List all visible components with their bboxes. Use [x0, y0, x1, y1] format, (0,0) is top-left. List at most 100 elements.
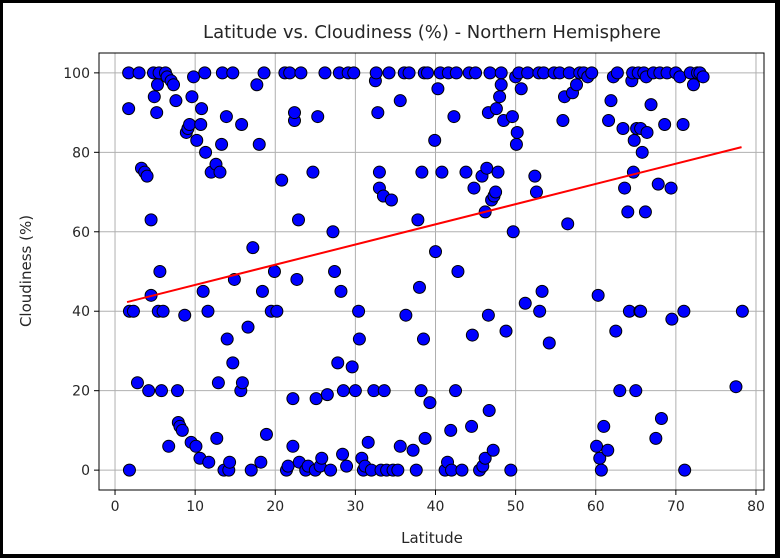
data-point — [382, 66, 396, 80]
x-tick-label: 20 — [266, 499, 284, 515]
data-point — [494, 66, 508, 80]
data-point — [250, 78, 264, 92]
data-point — [178, 308, 192, 322]
data-point — [189, 439, 203, 453]
data-point — [352, 332, 366, 346]
data-point — [590, 439, 604, 453]
data-point — [535, 284, 549, 298]
data-point — [132, 66, 146, 80]
x-tick-label: 40 — [427, 499, 445, 515]
data-point — [162, 439, 176, 453]
data-point — [735, 304, 749, 318]
data-point — [480, 161, 494, 175]
data-point — [202, 455, 216, 469]
data-point — [283, 66, 297, 80]
chart-title: Latitude vs. Cloudiness (%) - Northern H… — [203, 22, 661, 43]
data-point — [618, 181, 632, 195]
data-point — [585, 66, 599, 80]
data-point — [627, 133, 641, 147]
data-point — [570, 78, 584, 92]
data-point — [533, 304, 547, 318]
data-point — [286, 439, 300, 453]
data-point — [504, 463, 518, 477]
data-point — [493, 90, 507, 104]
data-point — [369, 66, 383, 80]
data-point — [223, 455, 237, 469]
y-tick-label: 80 — [72, 145, 90, 161]
data-point — [347, 66, 361, 80]
data-point — [638, 205, 652, 219]
data-point — [287, 106, 301, 120]
data-point — [444, 423, 458, 437]
data-point — [219, 110, 233, 124]
data-point — [326, 225, 340, 239]
data-point — [352, 304, 366, 318]
data-point — [529, 185, 543, 199]
data-point — [286, 392, 300, 406]
data-point — [371, 106, 385, 120]
data-point — [154, 384, 168, 398]
data-point — [616, 121, 630, 135]
data-point — [198, 66, 212, 80]
y-tick-label: 60 — [72, 225, 90, 241]
data-point — [318, 66, 332, 80]
data-point — [412, 280, 426, 294]
data-point — [270, 304, 284, 318]
data-point — [447, 110, 461, 124]
data-point — [494, 78, 508, 92]
data-point — [428, 133, 442, 147]
data-point — [377, 384, 391, 398]
figure-frame: 0 10 20 30 40 50 60 70 80 0 20 40 60 80 100 Latitude … — [3, 3, 775, 554]
data-point — [235, 376, 249, 390]
data-point — [399, 308, 413, 322]
data-point — [604, 94, 618, 108]
data-point — [449, 66, 463, 80]
data-point — [156, 304, 170, 318]
data-point — [678, 463, 692, 477]
data-point — [651, 177, 665, 191]
data-point — [481, 308, 495, 322]
data-point — [621, 205, 635, 219]
data-point — [459, 165, 473, 179]
data-point — [267, 265, 281, 278]
data-point — [331, 356, 345, 370]
data-point — [292, 213, 305, 227]
data-point — [491, 165, 505, 179]
x-tick-label: 10 — [186, 499, 204, 515]
data-point — [259, 427, 273, 441]
data-point — [294, 66, 308, 80]
data-point — [246, 241, 260, 255]
x-tick-label: 60 — [587, 499, 605, 515]
data-point — [658, 118, 672, 132]
data-point — [729, 380, 743, 394]
data-point — [640, 125, 654, 139]
plot-area — [98, 52, 765, 491]
data-point — [465, 419, 479, 433]
data-point — [167, 78, 181, 92]
data-point — [140, 169, 154, 183]
data-point — [644, 98, 658, 112]
data-point — [244, 463, 258, 477]
data-point — [594, 463, 608, 477]
data-point — [336, 384, 350, 398]
data-point — [414, 384, 428, 398]
data-point — [324, 463, 338, 477]
data-point — [144, 213, 158, 227]
data-point — [393, 439, 407, 453]
data-point — [340, 459, 354, 473]
data-point — [235, 118, 249, 132]
x-axis-label: Latitude — [401, 529, 463, 547]
data-point — [514, 82, 528, 96]
data-point — [518, 296, 532, 310]
data-point — [561, 217, 575, 231]
data-point — [185, 90, 199, 104]
plot-border — [98, 52, 765, 491]
data-point — [420, 66, 434, 80]
data-point — [449, 384, 463, 398]
x-tick-label: 50 — [507, 499, 525, 515]
data-point — [309, 392, 323, 406]
scatter-chart: 0 10 20 30 40 50 60 70 80 0 20 40 60 80 100 Latitude … — [17, 22, 765, 547]
data-point — [257, 66, 271, 80]
data-point — [664, 181, 678, 195]
data-point — [483, 66, 497, 80]
